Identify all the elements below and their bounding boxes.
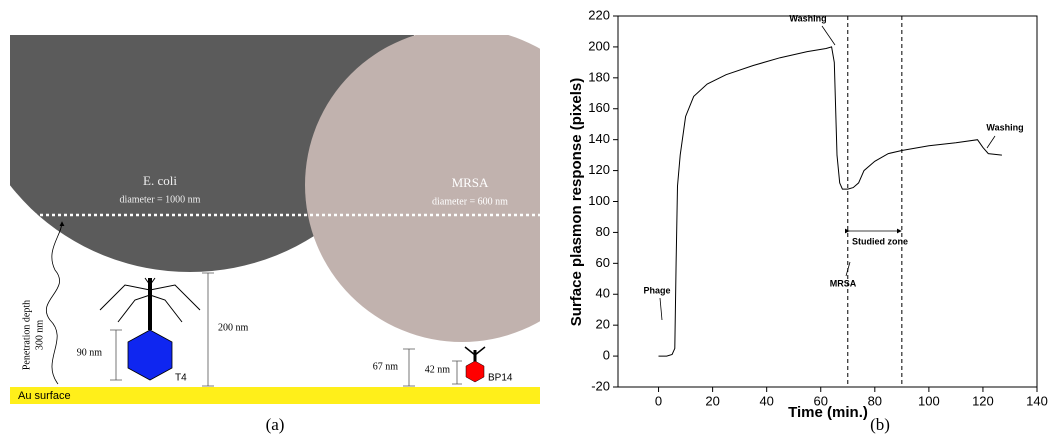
panel-a: E. coli diameter = 1000 nm MRSA diameter… [10, 35, 540, 434]
y-tick-label: 140 [588, 131, 610, 146]
x-tick-label: 80 [868, 393, 882, 408]
annotation-pointer [659, 297, 663, 321]
bp14-label: BP14 [488, 373, 513, 384]
x-axis-label: Time (min.) [788, 404, 868, 421]
t4-height-bar [110, 329, 122, 381]
y-tick-label: 60 [596, 255, 610, 270]
bp14-distance-bar [403, 348, 415, 387]
x-tick-label: 20 [705, 393, 719, 408]
penetration-arrow [45, 221, 65, 385]
annotation: Studied zone [852, 236, 908, 246]
y-tick-label: 40 [596, 286, 610, 301]
penetration-value: 300 nm [34, 320, 45, 351]
annotation: MRSA [830, 278, 857, 288]
x-tick-label: 40 [759, 393, 773, 408]
x-tick-label: 100 [918, 393, 940, 408]
annotation-pointer [821, 25, 836, 46]
y-tick-label: 180 [588, 69, 610, 84]
annotation-pointer [986, 135, 996, 149]
x-tick-label: 60 [814, 393, 828, 408]
ecoli-label: E. coli [143, 173, 177, 188]
t4-distance-bar [202, 272, 214, 387]
annotation: Washing [986, 122, 1023, 132]
plot-frame [617, 15, 1038, 388]
mrsa-label: MRSA [452, 175, 489, 190]
t4-phage [99, 277, 201, 381]
y-tick-label: 20 [596, 317, 610, 332]
y-tick-label: 100 [588, 193, 610, 208]
t4-label: T4 [175, 373, 187, 384]
mrsa-cell [305, 35, 540, 342]
mrsa-size: diameter = 600 nm [432, 196, 508, 207]
y-tick-label: 120 [588, 162, 610, 177]
au-surface [10, 387, 540, 404]
y-tick-label: 220 [588, 7, 610, 22]
t4-distance: 200 nm [218, 322, 249, 333]
x-tick-label: 140 [1026, 393, 1048, 408]
annotation: Washing [789, 13, 826, 23]
panel-b: (b) Time (min.) Surface plasmon response… [568, 7, 1048, 433]
data-line [658, 46, 1002, 357]
y-axis-label: Surface plasmon response (pixels) [568, 78, 585, 326]
y-tick-label: 160 [588, 100, 610, 115]
bp14-height: 42 nm [425, 364, 451, 375]
y-tick-label: -20 [591, 378, 610, 393]
caption-b: (b) [870, 415, 890, 434]
bp14-distance: 67 nm [373, 361, 399, 372]
t4-height: 90 nm [77, 347, 103, 358]
y-tick-label: 0 [603, 348, 610, 363]
ecoli-size: diameter = 1000 nm [120, 194, 201, 205]
bp14-phage [464, 346, 486, 383]
x-tick-label: 120 [972, 393, 994, 408]
annotation: Phage [643, 285, 670, 295]
bp14-height-bar [452, 360, 462, 385]
caption-a: (a) [266, 415, 285, 434]
y-tick-label: 200 [588, 38, 610, 53]
y-tick-label: 80 [596, 224, 610, 239]
surface-label: Au surface [18, 390, 71, 402]
penetration-label: Penetration depth [21, 300, 32, 370]
x-tick-label: 0 [655, 393, 662, 408]
